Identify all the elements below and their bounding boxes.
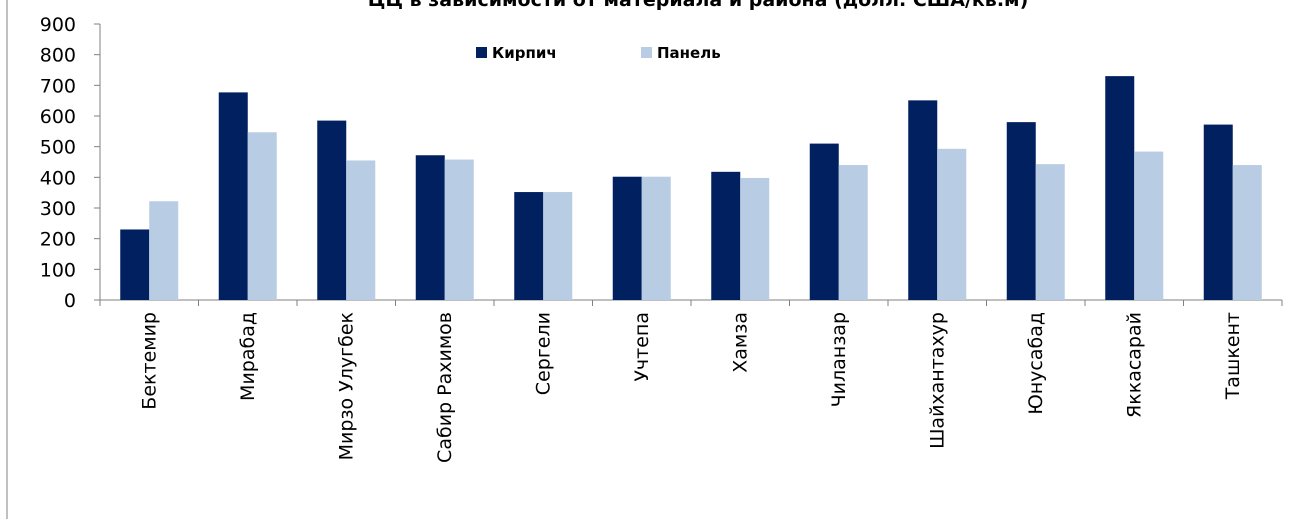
- category-label: Яккасарай: [1123, 312, 1145, 418]
- category-label: Учтепа: [631, 312, 653, 382]
- category-label: Сергели: [532, 312, 554, 395]
- y-tick-label: 900: [40, 14, 76, 36]
- bars: [120, 76, 1262, 301]
- legend-label: Панель: [657, 44, 721, 62]
- bar: [711, 171, 741, 300]
- chart-title: ЦЦ в зависимости от материала и района (…: [368, 0, 1029, 11]
- y-tick-label: 700: [40, 75, 76, 97]
- legend-label: Кирпич: [492, 44, 557, 62]
- bar: [937, 148, 967, 300]
- category-label: Мирабад: [237, 312, 259, 401]
- legend: Кирпич Панель: [476, 44, 721, 62]
- bar: [514, 192, 544, 300]
- legend-swatch: [476, 47, 487, 58]
- bar: [1134, 151, 1164, 300]
- bar: [444, 159, 474, 300]
- category-label: Ташкент: [1222, 312, 1244, 400]
- bar: [1203, 124, 1233, 300]
- bar: [641, 176, 671, 300]
- bar: [317, 120, 347, 300]
- category-label: Хамза: [729, 312, 751, 373]
- y-tick-label: 100: [40, 259, 76, 281]
- bar: [1035, 164, 1065, 300]
- y-axis: 0 100 200 300 400 500 600 700 800 900: [40, 14, 101, 312]
- category-label: Бектемир: [138, 312, 160, 410]
- bar: [247, 132, 277, 300]
- y-tick-label: 500: [40, 137, 76, 159]
- bar: [218, 92, 248, 301]
- bar: [1006, 122, 1036, 300]
- bar: [740, 177, 770, 300]
- x-axis: Бектемир Мирабад Мирзо Улугбек Сабир Рахимо…: [99, 299, 1283, 463]
- category-label: Мирзо Улугбек: [335, 312, 357, 460]
- category-label: Юнусабад: [1025, 312, 1047, 415]
- category-label: Сабир Рахимов: [434, 312, 456, 463]
- y-tick-label: 300: [40, 198, 76, 220]
- y-tick-label: 800: [40, 45, 76, 67]
- bar: [149, 201, 179, 300]
- series-brick: [120, 76, 1233, 301]
- bar: [838, 165, 868, 300]
- y-tick-label: 0: [64, 290, 76, 312]
- category-label: Шайхантахур: [926, 312, 948, 449]
- bar: [908, 100, 938, 300]
- bar: [346, 160, 376, 300]
- y-tick-label: 200: [40, 229, 76, 251]
- y-tick-label: 400: [40, 167, 76, 189]
- bar: [415, 155, 445, 300]
- category-label: Чиланзар: [828, 312, 850, 407]
- bar: [1105, 76, 1135, 300]
- bar: [543, 192, 573, 300]
- bar: [120, 229, 150, 300]
- series-panel: [149, 132, 1262, 300]
- bar: [612, 176, 642, 300]
- legend-swatch: [641, 47, 652, 58]
- bar: [809, 143, 839, 300]
- bar: [1232, 165, 1262, 300]
- y-tick-label: 600: [40, 106, 76, 128]
